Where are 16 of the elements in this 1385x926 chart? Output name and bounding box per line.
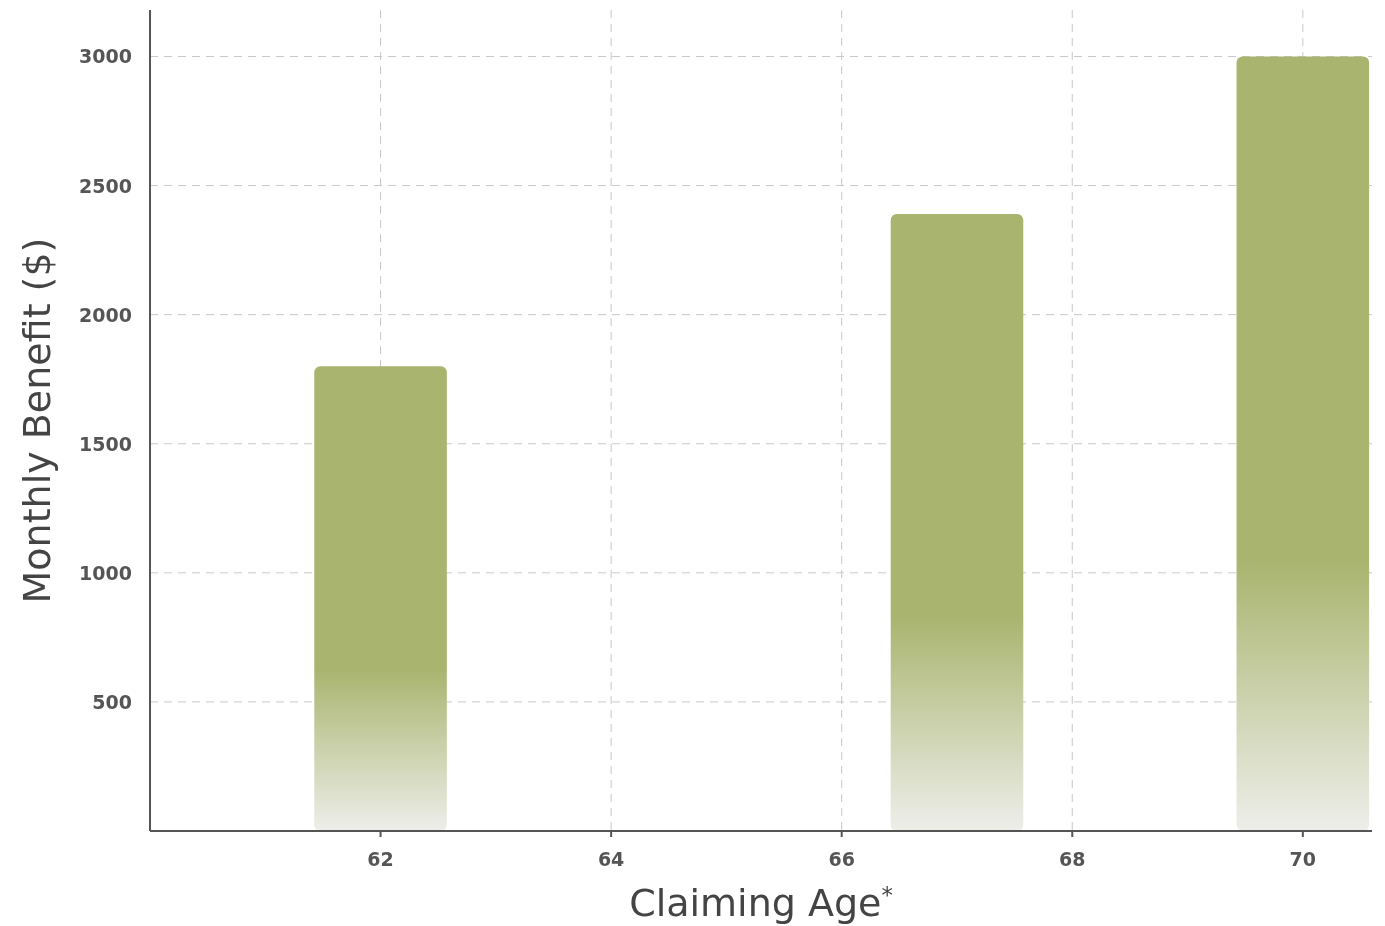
y-tick-label: 1500 <box>79 432 132 455</box>
x-tick-label: 66 <box>828 848 855 870</box>
y-tick-label: 1000 <box>79 561 132 584</box>
x-tick-label: 68 <box>1059 848 1086 870</box>
x-tick-label: 62 <box>367 848 394 870</box>
x-axis-title: Claiming Age$^{*}$ <box>629 881 893 925</box>
x-tick-label: 70 <box>1289 848 1317 870</box>
bar <box>1236 56 1370 831</box>
x-tick-label: 64 <box>597 848 625 870</box>
y-tick-label: 2000 <box>79 303 132 326</box>
y-tick-label: 3000 <box>79 45 132 68</box>
bar <box>314 366 447 831</box>
bar <box>890 213 1024 831</box>
y-tick-label: 500 <box>92 690 132 713</box>
y-axis-title: Monthly Benefit ($) <box>15 237 59 604</box>
y-tick-label: 2500 <box>79 174 132 197</box>
